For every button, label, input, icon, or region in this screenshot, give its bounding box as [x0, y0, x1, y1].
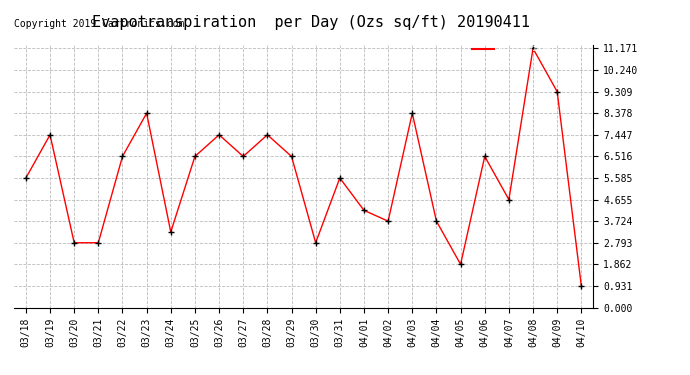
Text: Copyright 2019 Cartronics.com: Copyright 2019 Cartronics.com: [14, 19, 184, 29]
Text: ET  (0z/sq  ft): ET (0z/sq ft): [500, 44, 581, 53]
Text: Evapotranspiration  per Day (Ozs sq/ft) 20190411: Evapotranspiration per Day (Ozs sq/ft) 2…: [92, 15, 529, 30]
